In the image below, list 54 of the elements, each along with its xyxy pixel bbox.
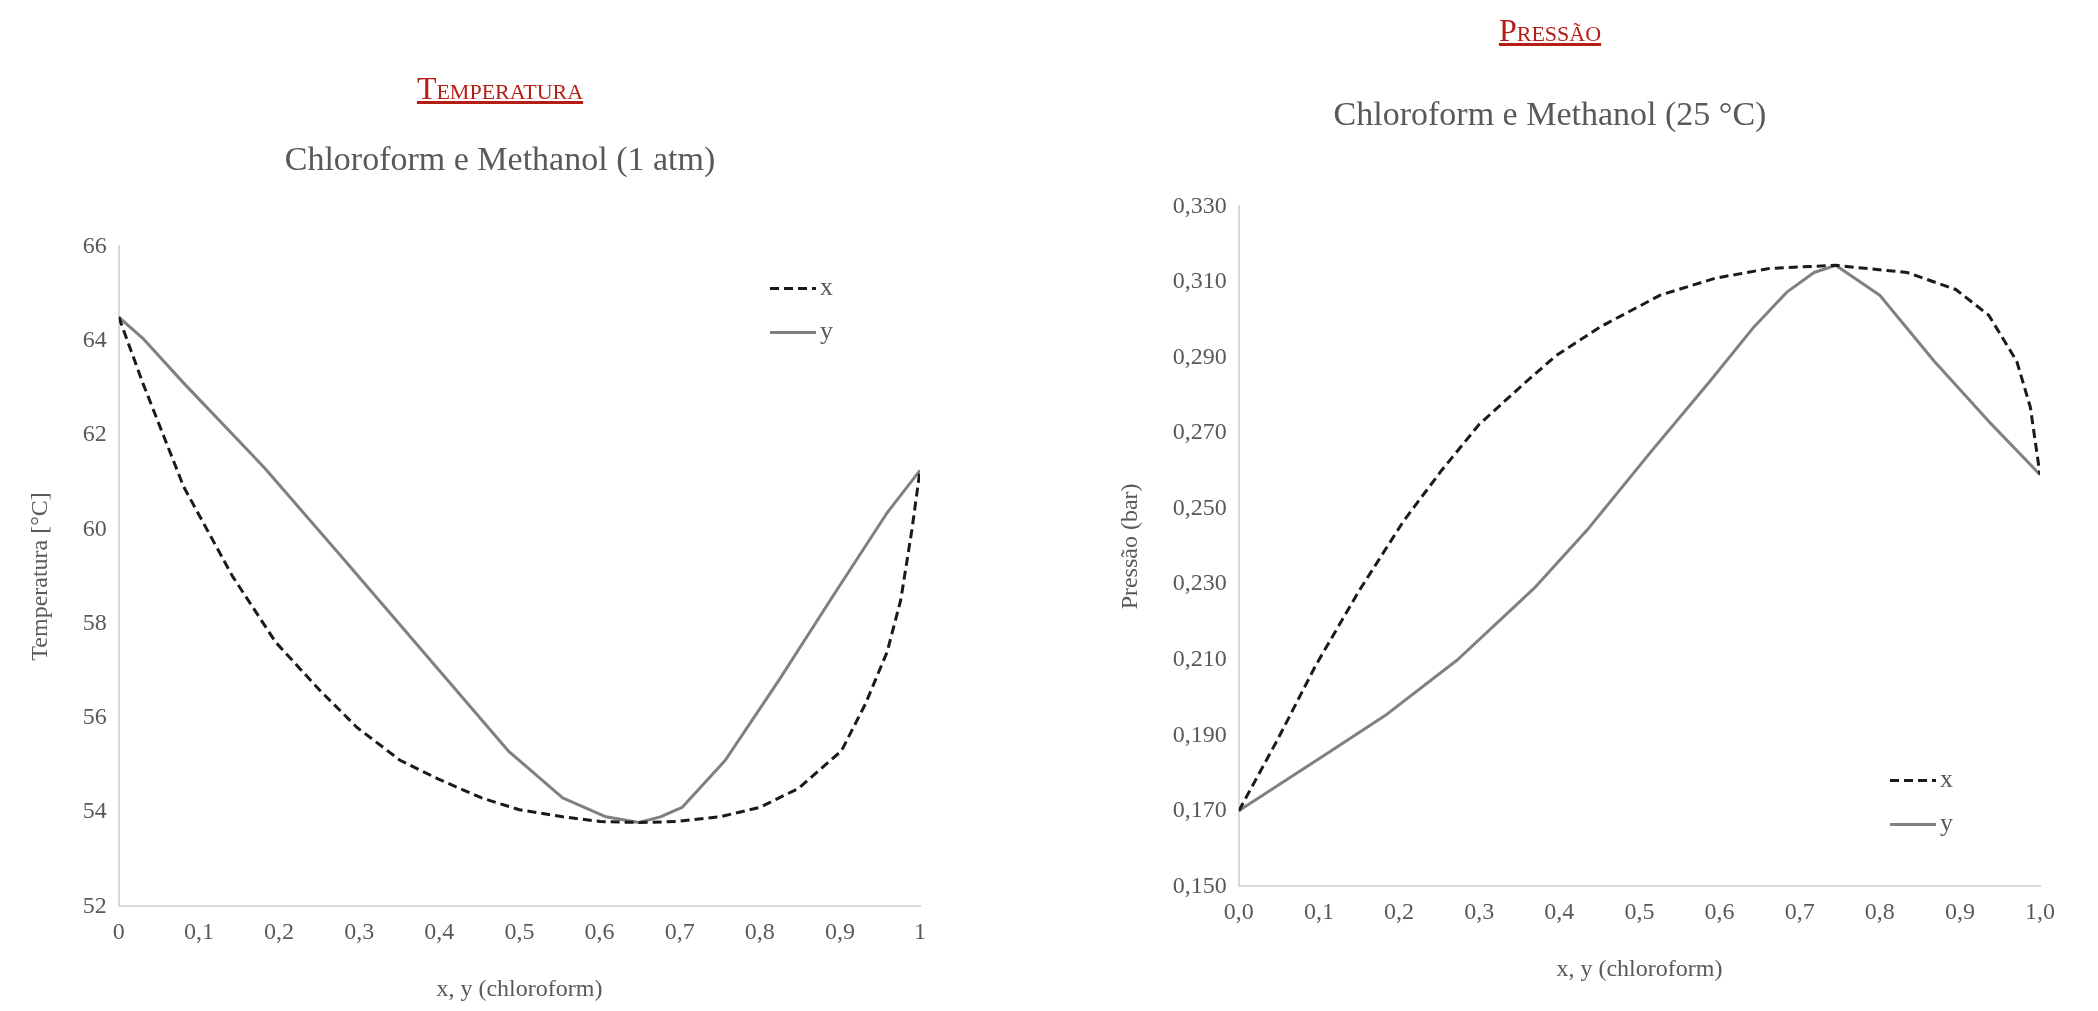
x-tick-label: 0,8 — [1864, 898, 1895, 925]
x-tick-label: 0,5 — [504, 918, 535, 945]
x-tick-label: 0,0 — [1223, 898, 1254, 925]
y-axis-title: Pressão (bar) — [1115, 483, 1142, 610]
y-tick-label: 60 — [82, 514, 107, 541]
x-tick-label: 0,3 — [344, 918, 375, 945]
chart-subtitle: Chloroform e Methanol (25 °C) — [1332, 95, 1768, 133]
y-tick-label: 66 — [82, 231, 107, 258]
chart-title: Temperatura — [415, 70, 585, 107]
y-axis-title: Temperatura [°C] — [25, 492, 52, 661]
y-tick-label: 62 — [82, 420, 107, 447]
x-axis-title: x, y (chloroform) — [1556, 954, 1723, 981]
x-tick-label: 0,9 — [824, 918, 855, 945]
chart-title: Pressão — [1497, 12, 1603, 49]
y-tick-label: 0,210 — [1172, 645, 1227, 672]
x-tick-label: 0,5 — [1624, 898, 1655, 925]
y-tick-label: 56 — [82, 703, 107, 730]
legend-label: x — [820, 272, 833, 302]
x-axis-title: x, y (chloroform) — [436, 974, 603, 1001]
x-tick-label: 0,2 — [264, 918, 295, 945]
x-tick-label: 0,4 — [1544, 898, 1575, 925]
x-tick-label: 0,3 — [1464, 898, 1495, 925]
x-tick-label: 0 — [112, 918, 125, 945]
y-tick-label: 0,290 — [1172, 342, 1227, 369]
y-tick-label: 0,230 — [1172, 569, 1227, 596]
y-tick-label: 0,270 — [1172, 418, 1227, 445]
x-tick-label: 1 — [914, 918, 926, 945]
x-tick-label: 0,7 — [664, 918, 695, 945]
y-tick-label: 64 — [82, 325, 107, 352]
x-tick-label: 1,0 — [2025, 898, 2055, 925]
x-tick-label: 0,6 — [1704, 898, 1735, 925]
x-tick-label: 0,6 — [584, 918, 615, 945]
chart-subtitle: Chloroform e Methanol (1 atm) — [283, 140, 717, 178]
x-tick-label: 0,4 — [424, 918, 455, 945]
y-tick-label: 0,250 — [1172, 493, 1227, 520]
legend-label: x — [1940, 764, 1953, 794]
x-tick-label: 0,1 — [183, 918, 214, 945]
x-tick-label: 0,8 — [744, 918, 775, 945]
y-tick-label: 52 — [82, 891, 107, 918]
legend-label: y — [1940, 808, 1953, 838]
legend-label: y — [820, 316, 833, 346]
y-tick-label: 0,310 — [1172, 267, 1227, 294]
x-tick-label: 0,1 — [1303, 898, 1334, 925]
y-tick-label: 54 — [82, 797, 107, 824]
x-tick-label: 0,9 — [1944, 898, 1975, 925]
y-tick-label: 0,150 — [1172, 871, 1227, 898]
x-tick-label: 0,7 — [1784, 898, 1815, 925]
line-series — [1238, 263, 2040, 813]
y-tick-label: 0,190 — [1172, 720, 1227, 747]
line-series — [118, 315, 920, 824]
y-tick-label: 0,170 — [1172, 796, 1227, 823]
x-tick-label: 0,2 — [1384, 898, 1415, 925]
y-tick-label: 0,330 — [1172, 191, 1227, 218]
y-tick-label: 58 — [82, 608, 107, 635]
